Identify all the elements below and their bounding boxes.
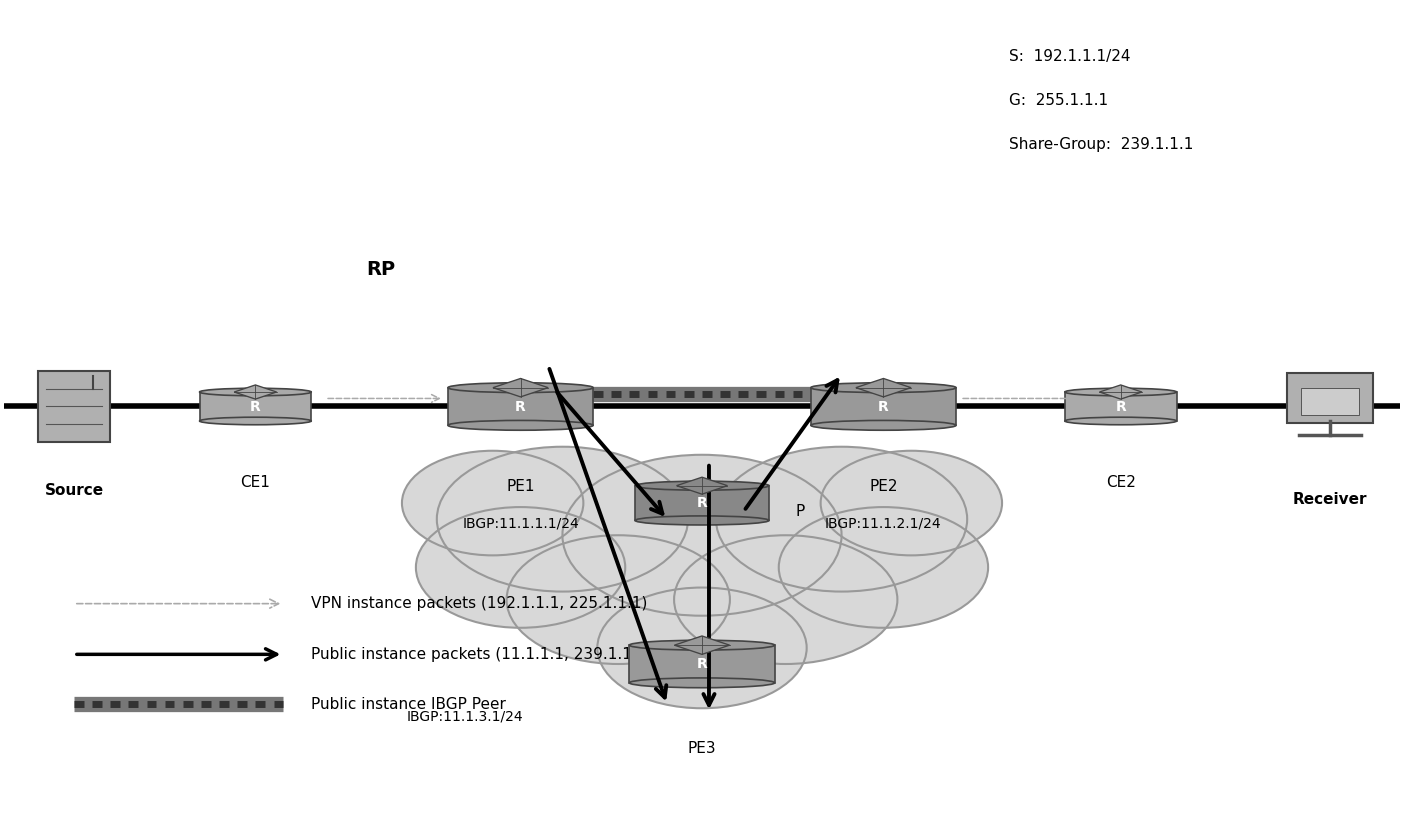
Ellipse shape — [629, 678, 775, 688]
Text: Receiver: Receiver — [1293, 492, 1367, 506]
Text: IBGP:11.1.1.1/24: IBGP:11.1.1.1/24 — [462, 516, 578, 530]
Polygon shape — [856, 379, 911, 397]
Text: PE2: PE2 — [869, 480, 897, 494]
Ellipse shape — [1064, 389, 1177, 396]
Text: S:  192.1.1.1/24: S: 192.1.1.1/24 — [1009, 49, 1130, 64]
Polygon shape — [1099, 385, 1141, 399]
Ellipse shape — [812, 383, 956, 393]
Text: Public instance IBGP Peer: Public instance IBGP Peer — [312, 697, 505, 711]
Polygon shape — [674, 636, 730, 654]
Text: P: P — [795, 503, 804, 519]
Polygon shape — [677, 477, 727, 494]
FancyBboxPatch shape — [1302, 388, 1359, 415]
Text: R: R — [515, 399, 526, 414]
Circle shape — [597, 588, 807, 708]
FancyBboxPatch shape — [1287, 373, 1373, 423]
Text: CE2: CE2 — [1106, 476, 1136, 490]
Circle shape — [402, 450, 584, 555]
Circle shape — [820, 450, 1002, 555]
Ellipse shape — [635, 481, 769, 490]
Polygon shape — [199, 392, 312, 421]
Text: CE1: CE1 — [240, 476, 271, 490]
Text: IBGP:11.1.2.1/24: IBGP:11.1.2.1/24 — [826, 516, 942, 530]
Text: G:  255.1.1.1: G: 255.1.1.1 — [1009, 93, 1108, 108]
Text: R: R — [250, 399, 261, 414]
Text: IBGP:11.1.3.1/24: IBGP:11.1.3.1/24 — [406, 709, 524, 724]
Polygon shape — [629, 646, 775, 683]
FancyBboxPatch shape — [38, 371, 111, 442]
Text: VPN instance packets (192.1.1.1, 225.1.1.1): VPN instance packets (192.1.1.1, 225.1.1… — [312, 596, 647, 611]
Ellipse shape — [812, 420, 956, 430]
Circle shape — [507, 535, 730, 664]
Circle shape — [674, 535, 897, 664]
Circle shape — [716, 446, 967, 592]
Ellipse shape — [635, 516, 769, 525]
Ellipse shape — [629, 641, 775, 650]
Text: Public instance packets (11.1.1.1, 239.1.1.1): Public instance packets (11.1.1.1, 239.1… — [312, 647, 653, 662]
Text: PE1: PE1 — [507, 480, 535, 494]
Ellipse shape — [1064, 417, 1177, 424]
Text: Share-Group:  239.1.1.1: Share-Group: 239.1.1.1 — [1009, 137, 1193, 153]
Text: R: R — [878, 399, 889, 414]
Polygon shape — [234, 385, 277, 399]
Circle shape — [437, 446, 688, 592]
Text: R: R — [1115, 399, 1126, 414]
Polygon shape — [448, 388, 592, 425]
Polygon shape — [635, 485, 769, 520]
Ellipse shape — [448, 420, 592, 430]
Text: RP: RP — [366, 260, 396, 279]
Circle shape — [416, 507, 625, 628]
Circle shape — [779, 507, 988, 628]
Polygon shape — [1064, 392, 1177, 421]
Ellipse shape — [448, 383, 592, 393]
Circle shape — [563, 454, 841, 615]
Polygon shape — [493, 379, 548, 397]
Polygon shape — [812, 388, 956, 425]
Ellipse shape — [199, 389, 312, 396]
Text: Source: Source — [45, 484, 104, 498]
Ellipse shape — [199, 417, 312, 424]
Text: PE3: PE3 — [688, 741, 716, 756]
Text: R: R — [696, 657, 708, 671]
Text: R: R — [696, 496, 708, 510]
